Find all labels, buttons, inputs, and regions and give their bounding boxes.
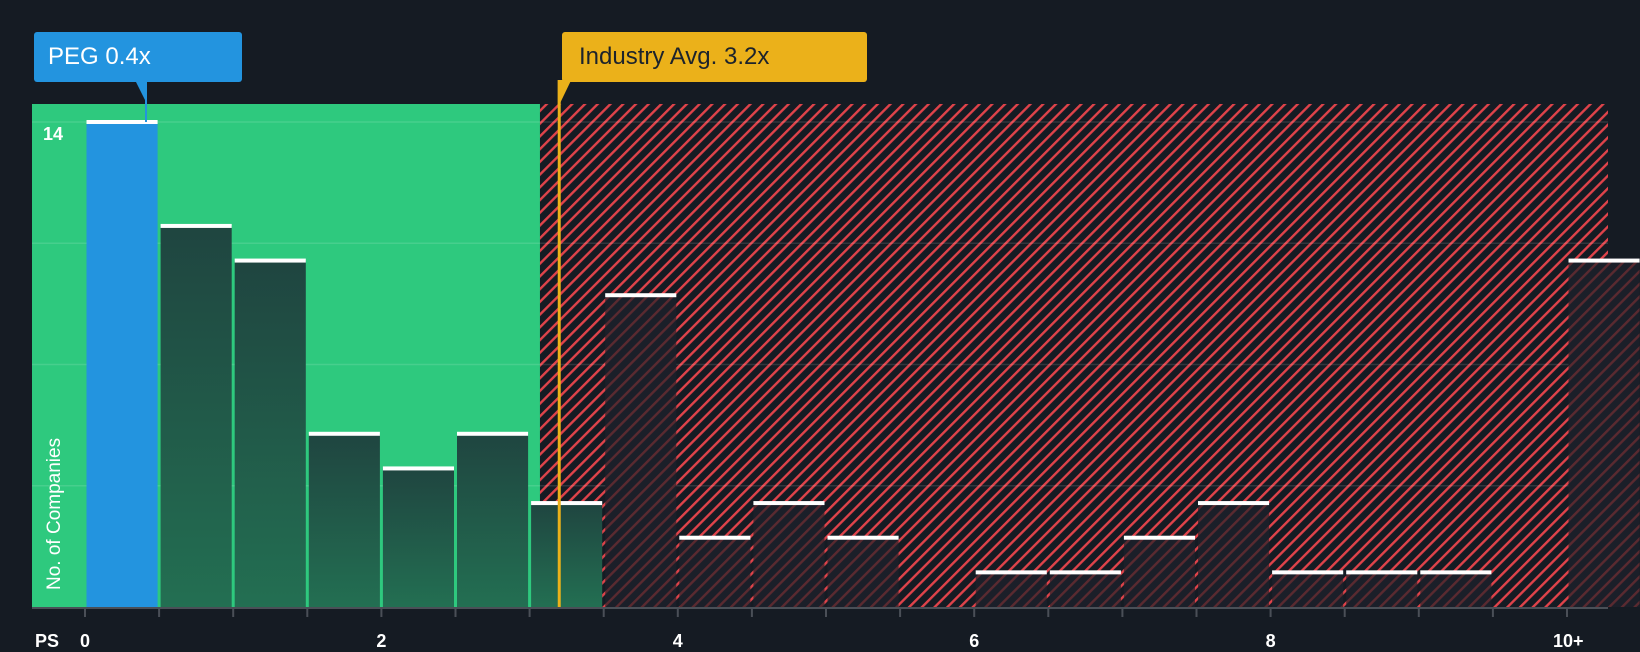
bar-top-marker (1123, 535, 1195, 540)
y-axis-title: No. of Companies (44, 437, 65, 590)
histogram-bar (382, 468, 454, 607)
bar-top-marker (605, 293, 677, 298)
x-axis-prefix: PS (35, 631, 60, 651)
histogram-bar (1568, 260, 1640, 607)
histogram-bar (531, 503, 603, 607)
histogram-bar (679, 537, 751, 607)
x-tick-label: 6 (969, 631, 980, 651)
bar-top-marker (1272, 570, 1344, 575)
x-tick-label: 4 (672, 631, 683, 651)
industry-callout-pointer (557, 80, 572, 108)
y-max-label: 14 (43, 124, 64, 144)
bar-top-marker (679, 535, 751, 540)
bar-top-marker (457, 431, 529, 436)
industry-average-callout: Industry Avg. 3.2x (562, 32, 867, 82)
bar-top-marker (160, 223, 232, 228)
histogram-bar (86, 122, 158, 607)
x-tick-label: 0 (80, 631, 91, 651)
industry-average-label: Industry Avg. 3.2x (579, 43, 770, 70)
bar-top-marker (827, 535, 899, 540)
bar-top-marker (1420, 570, 1492, 575)
histogram-bar (1049, 572, 1121, 607)
bar-top-marker (531, 501, 603, 506)
histogram-bar (457, 433, 529, 607)
bar-top-marker (1049, 570, 1121, 575)
bar-top-marker (382, 466, 454, 471)
histogram-bar (1198, 503, 1270, 607)
histogram-bar (827, 537, 899, 607)
histogram-bar (1346, 572, 1418, 607)
histogram-bar (975, 572, 1047, 607)
x-tick-label: 10+ (1553, 631, 1584, 651)
histogram-bar (605, 295, 677, 607)
histogram-bar (308, 433, 380, 607)
bar-top-marker (1198, 501, 1270, 506)
company-peg-callout: PEG 0.4x (34, 32, 242, 82)
histogram-bar (1272, 572, 1344, 607)
histogram-bar (1123, 537, 1195, 607)
bar-top-marker (975, 570, 1047, 575)
x-tick-label: 8 (1265, 631, 1276, 651)
histogram-bar (753, 503, 825, 607)
bar-top-marker (308, 431, 380, 436)
x-tick-label: 2 (376, 631, 387, 651)
bar-top-marker (753, 501, 825, 506)
bar-top-marker (1568, 258, 1640, 263)
bar-top-marker (1346, 570, 1418, 575)
company-peg-label: PEG 0.4x (48, 43, 151, 70)
histogram-bar (1420, 572, 1492, 607)
bar-top-marker (234, 258, 306, 263)
company-callout-pointer (135, 80, 147, 104)
overvalued-zone (539, 104, 1608, 607)
bar-top-marker (86, 120, 158, 124)
histogram-bar (160, 225, 232, 607)
histogram-bar (234, 260, 306, 607)
